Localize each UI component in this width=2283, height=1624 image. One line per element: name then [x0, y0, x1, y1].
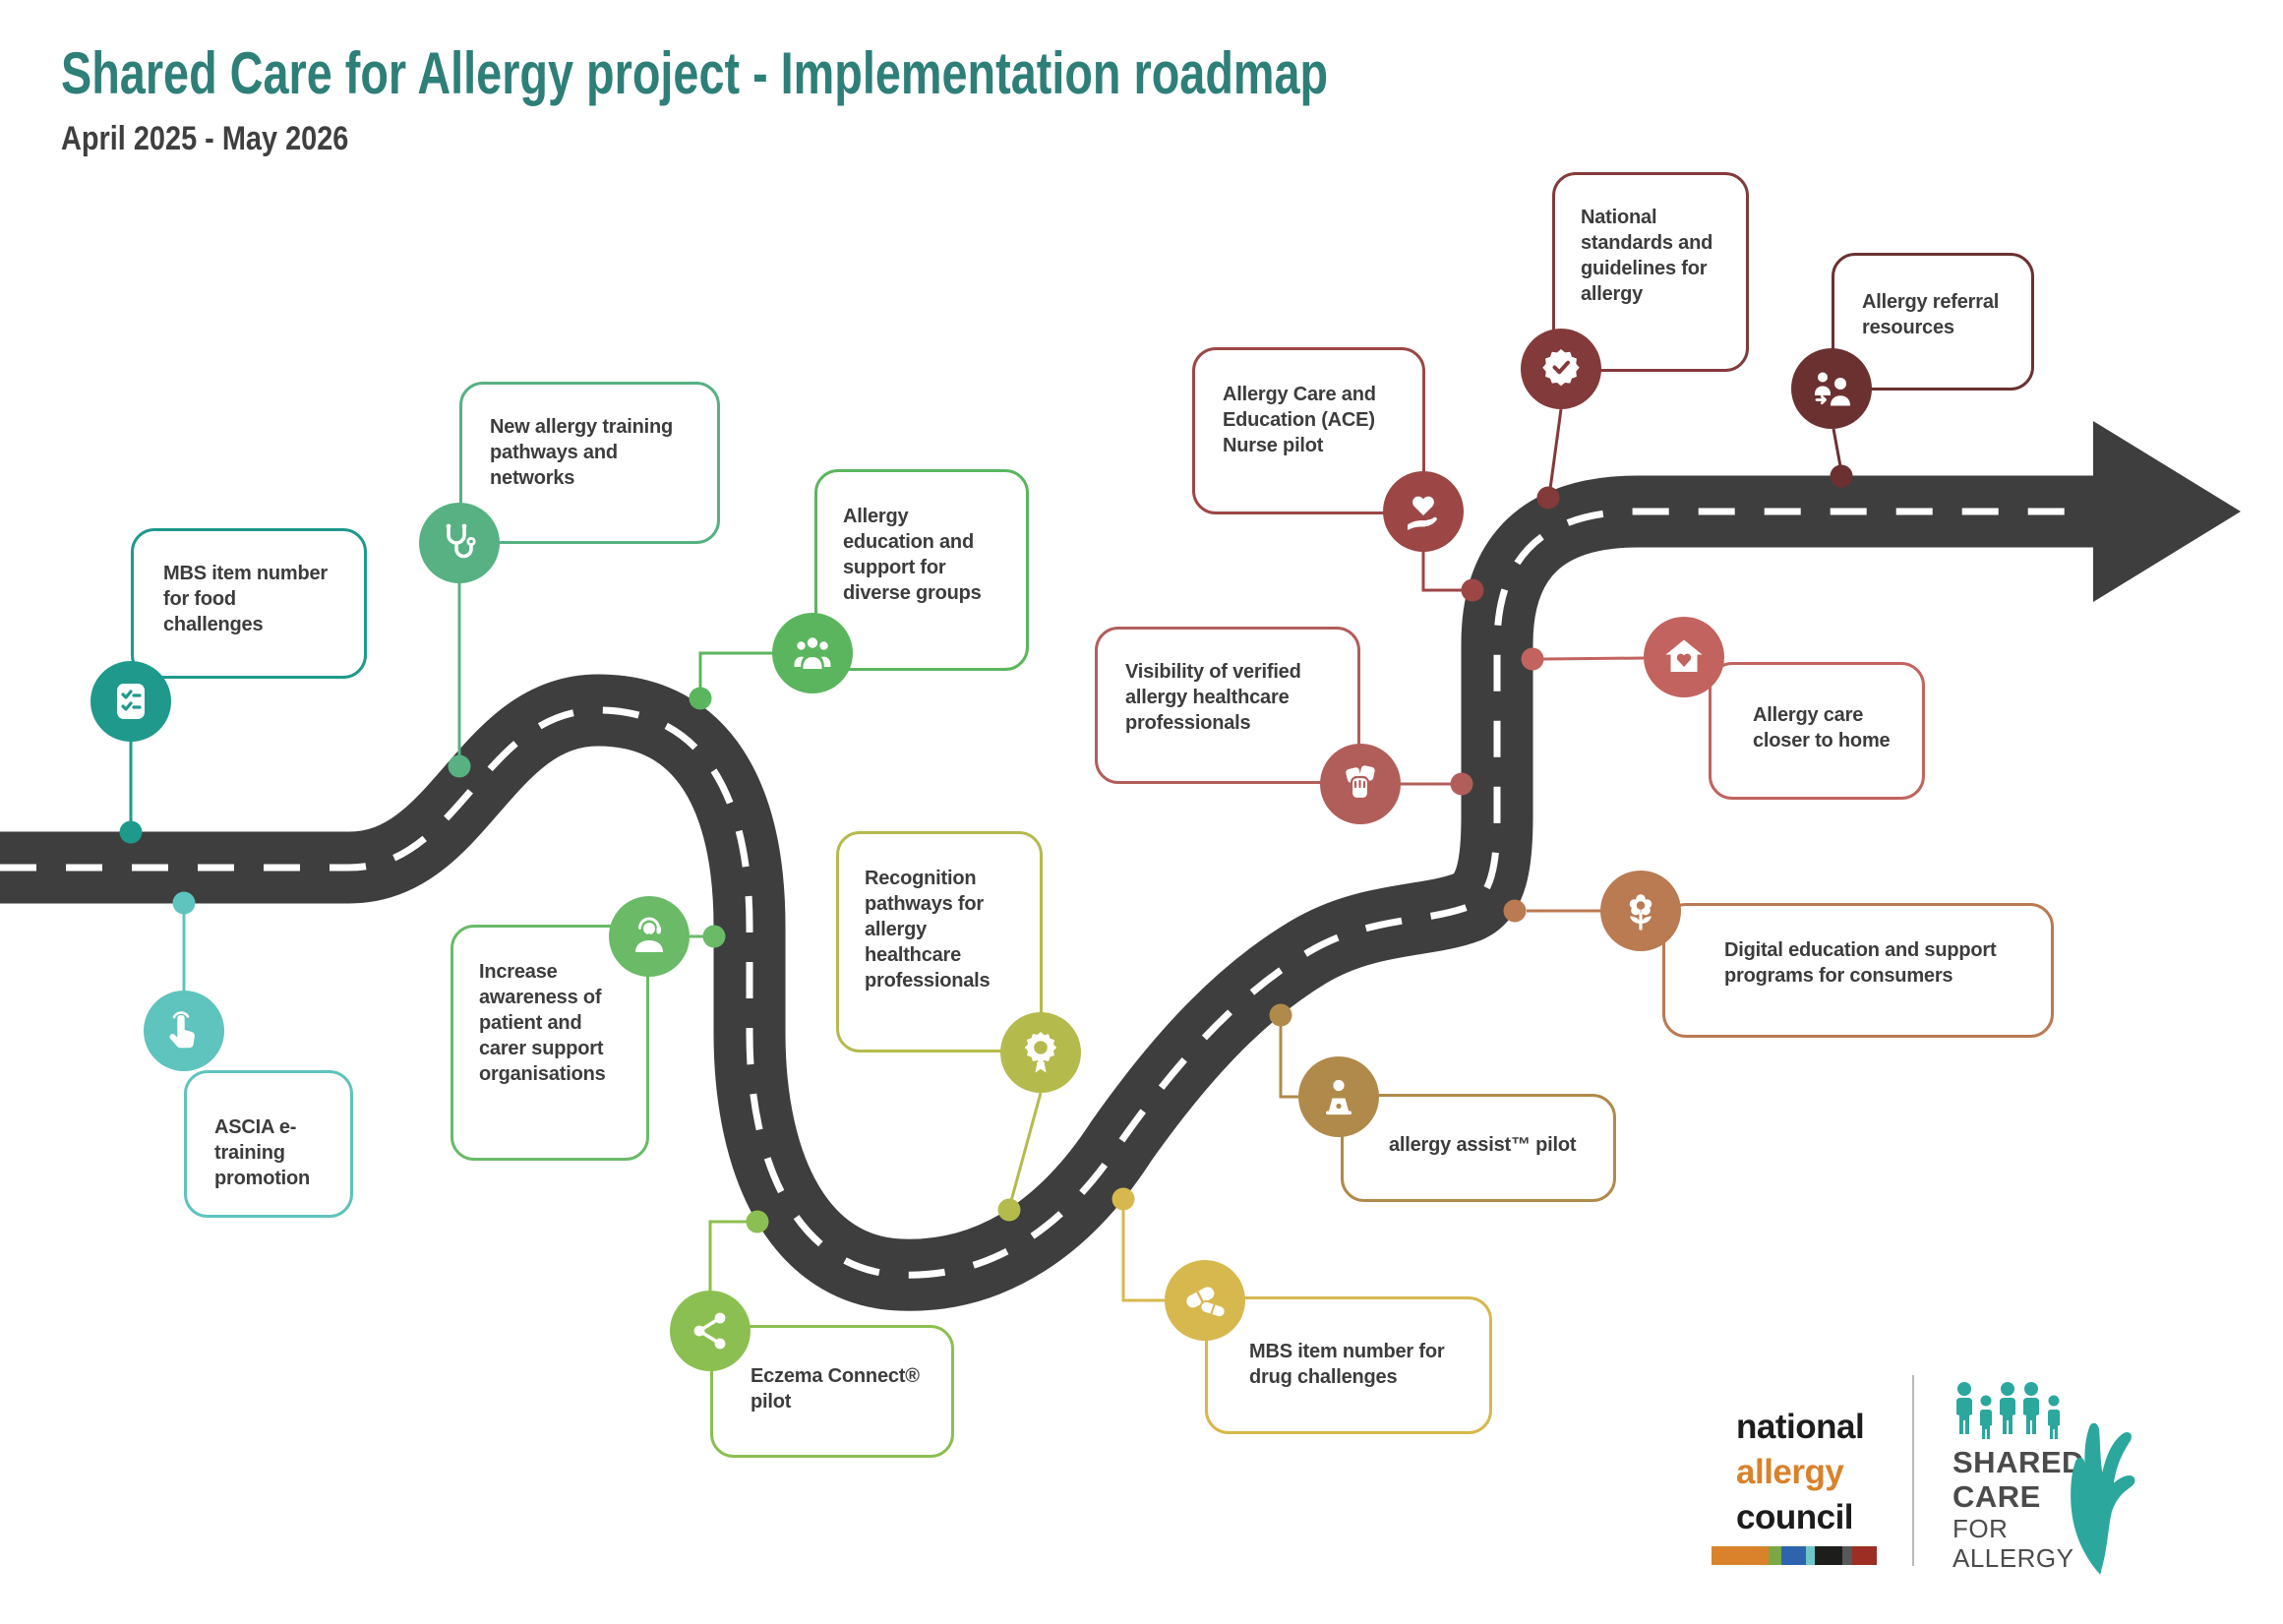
- milestone-label: Visibility of verified allergy healthcar…: [1125, 661, 1301, 734]
- milestone-box-verified-visibility: Visibility of verified allergy healthcar…: [1095, 627, 1360, 784]
- milestone-box-carer-awareness: Increase awareness of patient and carer …: [451, 925, 649, 1161]
- milestone-box-ascia-etraining: ASCIA e-training promotion: [184, 1070, 353, 1218]
- nac-color-stripe: [1712, 1546, 1877, 1565]
- road-marker-dot: [689, 687, 712, 710]
- connector-line: [1279, 1015, 1298, 1099]
- road-marker-dot: [1450, 772, 1473, 796]
- flower-icon: [1600, 871, 1681, 951]
- milestone-label: Digital education and support programs f…: [1724, 939, 1997, 987]
- road-marker-dot: [1536, 486, 1560, 510]
- shared-care-for-allergy-logo: SHARED CARE FOR ALLERGY: [1953, 1380, 2149, 1575]
- connector-line: [1832, 428, 1842, 467]
- connector-line: [1009, 1092, 1043, 1202]
- referral-people-icon: [1791, 348, 1872, 429]
- scfa-word-care: CARE: [1953, 1479, 2041, 1514]
- nac-stripe-segment: [1852, 1546, 1877, 1565]
- road-centerline: [0, 508, 2090, 1279]
- click-hand-icon: [144, 991, 224, 1071]
- pills-icon: [1165, 1260, 1245, 1341]
- award-ribbon-icon: [1000, 1012, 1081, 1093]
- connector-line: [1541, 656, 1645, 661]
- national-allergy-council-logo: national allergy council: [1736, 1405, 1865, 1541]
- milestone-box-mbs-drug: MBS item number for drug challenges: [1205, 1296, 1492, 1434]
- road-marker-dot: [702, 925, 726, 948]
- nac-stripe-segment: [1781, 1546, 1806, 1565]
- nac-word-council: council: [1736, 1498, 1854, 1537]
- scfa-word-for: FOR: [1953, 1514, 2009, 1543]
- family-figures-icon: [1956, 1382, 2060, 1439]
- nac-word-national: national: [1736, 1408, 1865, 1446]
- milestone-box-ace-nurse: Allergy Care and Education (ACE) Nurse p…: [1192, 347, 1425, 514]
- connector-line: [1548, 408, 1563, 490]
- milestone-box-mbs-food: MBS item number for food challenges: [131, 528, 367, 679]
- scfa-word-allergy: ALLERGY: [1953, 1543, 2074, 1573]
- road-marker-dot: [1111, 1187, 1135, 1211]
- milestone-label: Eczema Connect® pilot: [751, 1365, 920, 1413]
- milestone-label: National standards and guidelines for al…: [1581, 207, 1713, 305]
- milestone-label: MBS item number for drug challenges: [1249, 1341, 1445, 1388]
- road-marker-dot: [1521, 647, 1544, 671]
- road-arrow-icon: [2093, 421, 2241, 602]
- road-marker-dot: [1461, 578, 1484, 602]
- footer-divider: [1912, 1375, 1914, 1566]
- milestone-label: Allergy Care and Education (ACE) Nurse p…: [1223, 384, 1376, 456]
- hand-heart-icon: [1383, 471, 1464, 552]
- page-subtitle: April 2025 - May 2026: [61, 120, 349, 157]
- nac-word-allergy: allergy: [1736, 1453, 1844, 1492]
- milestone-label: Allergy care closer to home: [1753, 704, 1891, 752]
- milestone-label: Allergy referral resources: [1862, 291, 2000, 338]
- milestone-box-care-closer-home: Allergy care closer to home: [1709, 662, 1925, 800]
- road-marker-dot: [448, 754, 471, 778]
- milestone-label: allergy assist™ pilot: [1389, 1134, 1577, 1156]
- nac-stripe-segment: [1806, 1546, 1815, 1565]
- milestone-box-recognition-pathways: Recognition pathways for allergy healthc…: [836, 831, 1043, 1053]
- milestone-label: Increase awareness of patient and carer …: [479, 961, 606, 1085]
- milestone-label: New allergy training pathways and networ…: [490, 416, 674, 489]
- community-hands-icon: [1320, 744, 1401, 824]
- badge-check-icon: [1521, 329, 1601, 409]
- support-agent-icon: [609, 896, 690, 977]
- connector-line: [698, 651, 772, 698]
- scfa-word-shared: SHARED: [1953, 1445, 2084, 1479]
- milestone-label: Allergy education and support for divers…: [843, 506, 982, 604]
- stethoscope-icon: [419, 503, 500, 583]
- road-marker-dot: [1269, 1003, 1292, 1027]
- nac-stripe-segment: [1712, 1546, 1769, 1565]
- milestone-box-eczema-connect: Eczema Connect® pilot: [710, 1325, 954, 1458]
- nac-stripe-segment: [1769, 1546, 1781, 1565]
- road-marker-dot: [997, 1198, 1021, 1222]
- road-marker-dot: [1830, 464, 1853, 488]
- milestone-box-diverse-groups: Allergy education and support for divers…: [814, 469, 1029, 671]
- milestone-box-digital-education: Digital education and support programs f…: [1662, 903, 2054, 1038]
- nac-stripe-segment: [1815, 1546, 1842, 1565]
- connector-line: [1121, 1199, 1165, 1302]
- house-heart-icon: [1644, 617, 1724, 697]
- road-marker-dot: [746, 1210, 769, 1233]
- people-group-icon: [772, 613, 853, 693]
- connector-line: [1421, 552, 1462, 592]
- nac-stripe-segment: [1842, 1546, 1852, 1565]
- person-laptop-icon: [1298, 1056, 1379, 1137]
- page-title: Shared Care for Allergy project - Implem…: [61, 40, 1329, 106]
- milestone-label: Recognition pathways for allergy healthc…: [865, 868, 991, 992]
- milestone-label: ASCIA e-training promotion: [214, 1116, 311, 1189]
- hand-icon: [2071, 1422, 2135, 1575]
- milestone-label: MBS item number for food challenges: [163, 563, 329, 635]
- share-network-icon: [670, 1291, 751, 1371]
- checklist-icon: [90, 661, 171, 742]
- road-marker-dot: [119, 820, 143, 844]
- milestone-box-allergy-assist: allergy assist™ pilot: [1341, 1094, 1616, 1202]
- road-marker-dot: [1503, 899, 1527, 923]
- connector-line: [708, 1220, 757, 1291]
- road-marker-dot: [172, 891, 196, 915]
- milestone-box-training-pathways: New allergy training pathways and networ…: [459, 382, 720, 544]
